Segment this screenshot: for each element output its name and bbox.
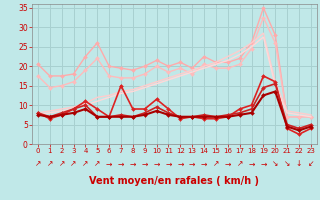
Text: →: → xyxy=(118,159,124,168)
Text: ↗: ↗ xyxy=(213,159,219,168)
Text: ↗: ↗ xyxy=(59,159,65,168)
Text: →: → xyxy=(248,159,255,168)
X-axis label: Vent moyen/en rafales ( km/h ): Vent moyen/en rafales ( km/h ) xyxy=(89,176,260,186)
Text: ↗: ↗ xyxy=(82,159,89,168)
Text: →: → xyxy=(225,159,231,168)
Text: ↘: ↘ xyxy=(284,159,290,168)
Text: ↗: ↗ xyxy=(236,159,243,168)
Text: ↙: ↙ xyxy=(308,159,314,168)
Text: →: → xyxy=(201,159,207,168)
Text: →: → xyxy=(260,159,267,168)
Text: →: → xyxy=(177,159,184,168)
Text: ↘: ↘ xyxy=(272,159,278,168)
Text: ↗: ↗ xyxy=(35,159,41,168)
Text: →: → xyxy=(106,159,112,168)
Text: ↗: ↗ xyxy=(70,159,77,168)
Text: →: → xyxy=(189,159,196,168)
Text: →: → xyxy=(130,159,136,168)
Text: ↓: ↓ xyxy=(296,159,302,168)
Text: →: → xyxy=(153,159,160,168)
Text: →: → xyxy=(141,159,148,168)
Text: ↗: ↗ xyxy=(94,159,100,168)
Text: ↗: ↗ xyxy=(47,159,53,168)
Text: →: → xyxy=(165,159,172,168)
